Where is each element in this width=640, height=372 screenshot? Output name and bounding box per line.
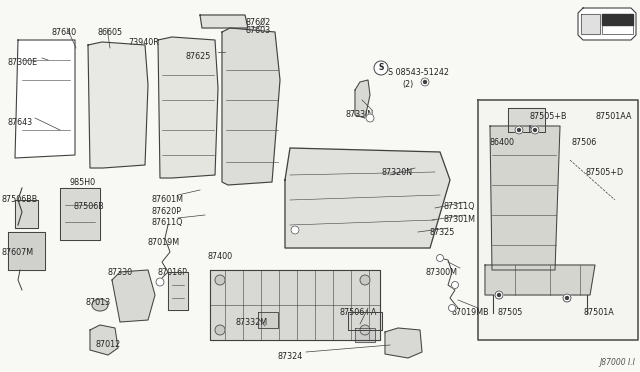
Text: 87019M: 87019M [148, 238, 180, 247]
Text: 86605: 86605 [97, 28, 122, 37]
Polygon shape [210, 270, 380, 340]
Circle shape [566, 296, 568, 299]
Polygon shape [222, 28, 280, 185]
Circle shape [215, 275, 225, 285]
Polygon shape [478, 100, 638, 340]
Text: 87400: 87400 [208, 252, 233, 261]
Text: 87325: 87325 [430, 228, 456, 237]
Text: 87300M: 87300M [425, 268, 457, 277]
Text: 87324: 87324 [278, 352, 303, 361]
Polygon shape [385, 328, 422, 358]
Circle shape [531, 126, 539, 134]
Polygon shape [8, 232, 45, 270]
Circle shape [360, 325, 370, 335]
Text: 87506B: 87506B [74, 202, 105, 211]
Circle shape [374, 61, 388, 75]
Circle shape [360, 275, 370, 285]
Text: 87013: 87013 [85, 298, 110, 307]
Polygon shape [355, 80, 370, 118]
Circle shape [497, 294, 500, 296]
Text: J87000 I.I: J87000 I.I [599, 358, 635, 367]
Text: 87505+B: 87505+B [530, 112, 568, 121]
Text: 87016P: 87016P [158, 268, 188, 277]
Polygon shape [88, 42, 148, 168]
Text: 87019MB: 87019MB [452, 308, 490, 317]
Text: 87625: 87625 [185, 52, 211, 61]
Polygon shape [200, 15, 248, 28]
Circle shape [563, 294, 571, 302]
Circle shape [291, 226, 299, 234]
Text: 985H0: 985H0 [70, 178, 96, 187]
Text: 87603: 87603 [245, 26, 270, 35]
Circle shape [451, 282, 458, 289]
Text: 8733IN: 8733IN [345, 110, 373, 119]
Text: 87620P: 87620P [152, 207, 182, 216]
Polygon shape [602, 14, 633, 25]
Text: 87640: 87640 [52, 28, 77, 37]
Circle shape [449, 305, 456, 311]
Text: 86400: 86400 [490, 138, 515, 147]
Polygon shape [112, 270, 155, 322]
Circle shape [495, 291, 503, 299]
Polygon shape [508, 108, 545, 132]
Text: 87611Q: 87611Q [152, 218, 184, 227]
Circle shape [421, 78, 429, 86]
Polygon shape [60, 188, 100, 240]
Polygon shape [485, 265, 595, 295]
Text: 87601M: 87601M [152, 195, 184, 204]
Polygon shape [90, 325, 118, 355]
Text: 87332M: 87332M [235, 318, 267, 327]
Text: 87506: 87506 [572, 138, 597, 147]
Polygon shape [15, 200, 38, 228]
Circle shape [156, 278, 164, 286]
Polygon shape [258, 312, 278, 328]
Circle shape [534, 128, 536, 131]
Polygon shape [602, 14, 633, 34]
Circle shape [366, 114, 374, 122]
Text: 87506BB: 87506BB [2, 195, 38, 204]
Polygon shape [355, 328, 375, 342]
Text: 87311Q: 87311Q [443, 202, 474, 211]
Text: 87505: 87505 [498, 308, 524, 317]
Text: 87012: 87012 [96, 340, 121, 349]
Polygon shape [581, 14, 600, 34]
Polygon shape [490, 126, 560, 270]
Polygon shape [168, 272, 188, 310]
Text: (2): (2) [402, 80, 413, 89]
Text: 87501A: 87501A [583, 308, 614, 317]
Polygon shape [348, 312, 382, 330]
Ellipse shape [92, 299, 108, 311]
Text: 87330: 87330 [108, 268, 133, 277]
Text: S 08543-51242: S 08543-51242 [388, 68, 449, 77]
Circle shape [436, 254, 444, 262]
Text: 87501AA: 87501AA [596, 112, 632, 121]
Text: 87505+D: 87505+D [585, 168, 623, 177]
Text: 87602: 87602 [245, 18, 270, 27]
Text: 73940R: 73940R [128, 38, 159, 47]
Circle shape [518, 128, 520, 131]
Text: 87607M: 87607M [2, 248, 34, 257]
Text: 87301M: 87301M [443, 215, 475, 224]
Text: 87643: 87643 [8, 118, 33, 127]
Circle shape [515, 126, 523, 134]
Text: 87320N: 87320N [382, 168, 413, 177]
Text: 87506+A: 87506+A [340, 308, 378, 317]
Polygon shape [285, 148, 450, 248]
Circle shape [215, 325, 225, 335]
Text: S: S [378, 64, 384, 73]
Polygon shape [578, 8, 636, 40]
Text: 87300E: 87300E [8, 58, 38, 67]
Circle shape [424, 80, 426, 83]
Polygon shape [158, 37, 218, 178]
Polygon shape [15, 40, 75, 158]
